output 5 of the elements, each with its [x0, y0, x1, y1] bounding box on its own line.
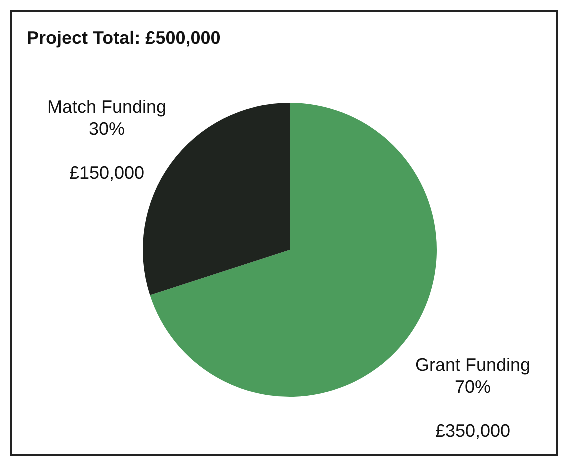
chart-title: Project Total: £500,000: [27, 28, 221, 48]
text: 70% £350,000: [435, 377, 511, 441]
slice-label: Grant Funding: [415, 355, 531, 375]
text: 30% £150,000: [69, 119, 145, 183]
slice-label: Match Funding: [47, 97, 167, 117]
